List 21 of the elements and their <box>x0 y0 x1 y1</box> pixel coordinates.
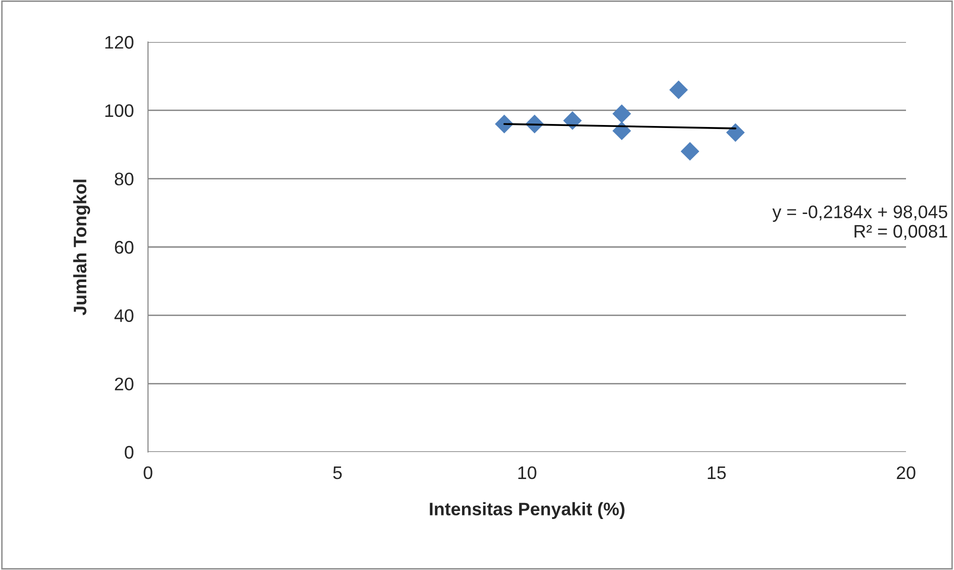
x-tick-label: 15 <box>708 466 726 480</box>
x-axis-title: Intensitas Penyakit (%) <box>430 502 624 519</box>
x-tick-label: 20 <box>896 466 916 480</box>
x-tick-label: 5 <box>333 466 342 480</box>
x-tick-label: 0 <box>144 466 152 480</box>
point <box>563 111 582 130</box>
annotation: y = -0,2184x + 98,045 R² = 0,0081 <box>772 205 948 240</box>
point <box>680 142 700 161</box>
point <box>726 123 745 142</box>
y-axis-title: Jumlah Tongkol <box>73 180 90 316</box>
y-tick-label: 120 <box>105 36 134 49</box>
y-tick-label: 20 <box>114 378 134 390</box>
y-tick-label: 100 <box>105 104 134 118</box>
y-tick-label: 40 <box>114 309 134 322</box>
x-tick-label: 10 <box>518 466 536 480</box>
y-tick-label: 80 <box>114 172 134 186</box>
point <box>612 104 632 124</box>
point <box>669 80 688 100</box>
y-tick-label: 0 <box>124 446 134 459</box>
y-tick-label: 60 <box>114 240 134 254</box>
point <box>612 122 632 140</box>
